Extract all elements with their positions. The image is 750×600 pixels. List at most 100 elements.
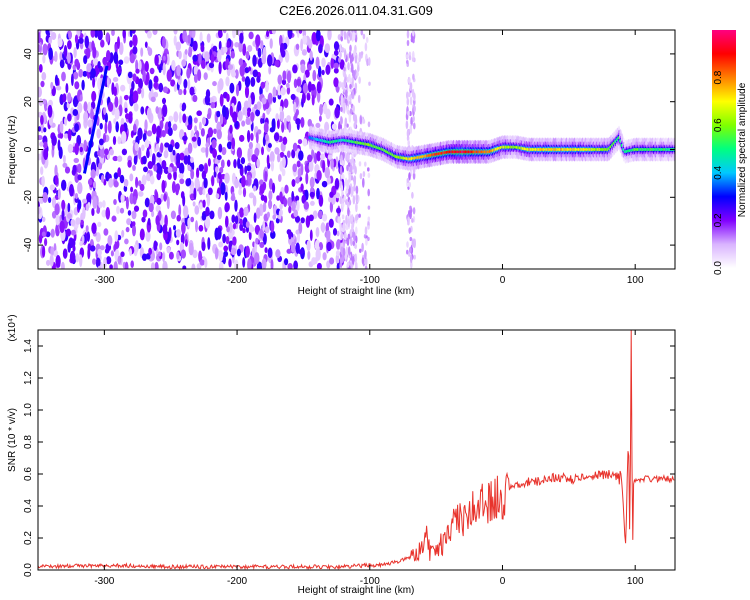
heatmap-noise-cell — [409, 124, 413, 135]
heatmap-noise-cell — [345, 89, 348, 99]
heatmap-noise-cell — [295, 176, 300, 184]
heatmap-noise-cell — [131, 30, 136, 34]
x-tick-label: -100 — [360, 576, 380, 587]
heatmap-noise-cell — [218, 78, 224, 91]
heatmap-noise-cell — [339, 223, 342, 229]
heatmap-noise-cell — [243, 206, 249, 217]
heatmap-noise-cell — [368, 81, 371, 86]
heatmap-noise-cell — [166, 196, 170, 210]
colorbar-label: Normalized spectral amplitude — [737, 82, 748, 217]
heatmap-noise-cell — [250, 76, 256, 87]
heatmap-noise-cell — [263, 121, 269, 134]
heatmap-noise-cell — [178, 204, 182, 217]
heatmap-noise-cell — [171, 181, 176, 194]
heatmap-noise-cell — [355, 193, 359, 202]
heatmap-noise-cell — [198, 186, 204, 196]
heatmap-noise-cell — [412, 207, 416, 215]
heatmap-noise-cell — [365, 238, 368, 246]
heatmap-noise-cell — [290, 241, 296, 254]
heatmap-noise-cell — [321, 180, 328, 188]
heatmap-noise-cell — [67, 92, 72, 103]
heatmap-noise-cell — [191, 263, 196, 269]
heatmap-noise-cell — [280, 87, 286, 96]
heatmap-noise-cell — [333, 41, 340, 51]
heatmap-noise-cell — [361, 257, 365, 265]
heatmap-noise-cell — [205, 89, 211, 99]
heatmap-noise-cell — [245, 221, 250, 228]
heatmap-noise-cell — [148, 202, 154, 213]
heatmap-noise-cell — [239, 207, 244, 218]
heatmap-noise-cell — [353, 122, 357, 129]
heatmap-noise-cell — [113, 198, 117, 206]
heatmap-noise-cell — [267, 142, 272, 149]
heatmap-noise-cell — [113, 86, 117, 97]
heatmap-noise-cell — [345, 214, 348, 225]
heatmap-noise-cell — [354, 82, 358, 91]
y-tick-label: 0.0 — [23, 563, 34, 577]
heatmap-noise-cell — [327, 30, 332, 41]
heatmap-noise-cell — [215, 166, 219, 173]
heatmap-noise-cell — [156, 125, 161, 139]
heatmap-noise-cell — [260, 117, 264, 125]
heatmap-noise-cell — [412, 30, 415, 37]
heatmap-noise-cell — [358, 213, 361, 218]
heatmap-noise-cell — [198, 163, 204, 172]
heatmap-noise-cell — [86, 231, 91, 242]
heatmap-noise-cell — [178, 111, 182, 124]
heatmap-noise-cell — [333, 49, 339, 56]
heatmap-noise-cell — [182, 194, 186, 207]
heatmap-noise-cell — [330, 158, 334, 170]
heatmap-noise-cell — [333, 67, 339, 74]
heatmap-noise-cell — [99, 122, 103, 130]
heatmap-noise-cell — [42, 192, 48, 203]
heatmap-noise-cell — [104, 148, 109, 156]
heatmap-noise-cell — [73, 157, 80, 163]
colorbar-tick-label: 0.8 — [713, 70, 724, 84]
heatmap-noise-cell — [354, 114, 358, 124]
heatmap-noise-cell — [183, 78, 188, 89]
heatmap-noise-cell — [270, 160, 274, 172]
heatmap-noise-cell — [114, 230, 119, 242]
heatmap-noise-cell — [413, 254, 417, 260]
heatmap-noise-cell — [213, 128, 217, 135]
heatmap-noise-cell — [62, 248, 68, 259]
heatmap-noise-cell — [216, 49, 222, 62]
heatmap-noise-cell — [261, 97, 267, 105]
heatmap-noise-cell — [318, 242, 323, 248]
heatmap-noise-cell — [300, 117, 305, 128]
heatmap-noise-cell — [61, 71, 66, 82]
heatmap-noise-cell — [352, 159, 356, 170]
heatmap-noise-cell — [241, 120, 246, 127]
heatmap-noise-cell — [410, 116, 413, 127]
heatmap-noise-cell — [364, 257, 368, 267]
heatmap-noise-cell — [255, 109, 261, 117]
heatmap-noise-cell — [237, 110, 243, 122]
snr-series-line — [38, 330, 675, 570]
heatmap-noise-cell — [130, 260, 134, 269]
heatmap-noise-cell — [129, 173, 134, 182]
heatmap-noise-cell — [246, 165, 252, 172]
heatmap-noise-cell — [211, 175, 215, 187]
heatmap-noise-cell — [302, 35, 308, 45]
heatmap-noise-cell — [341, 47, 345, 53]
heatmap-noise-cell — [114, 107, 120, 120]
heatmap-ridge — [308, 125, 675, 171]
heatmap-noise-cell — [284, 51, 290, 63]
heatmap-noise-cell — [218, 40, 222, 51]
heatmap-noise-cell — [151, 210, 155, 218]
heatmap-noise-cell — [64, 166, 71, 174]
y-tick-label: 40 — [23, 48, 34, 60]
heatmap-noise-cell — [227, 64, 234, 70]
heatmap-noise-cell — [305, 172, 309, 185]
heatmap-noise-cell — [57, 188, 61, 200]
heatmap-noise-cell — [406, 39, 410, 47]
heatmap-noise-cell — [216, 110, 221, 118]
heatmap-noise-cell — [302, 82, 309, 94]
heatmap-noise-cell — [153, 75, 159, 84]
heatmap-noise-cell — [159, 120, 164, 130]
heatmap-noise-cell — [251, 154, 257, 163]
heatmap-noise-cell — [200, 59, 206, 69]
heatmap-noise-cell — [354, 243, 358, 250]
heatmap-noise-cell — [359, 115, 363, 125]
heatmap-noise-cell — [339, 165, 343, 176]
